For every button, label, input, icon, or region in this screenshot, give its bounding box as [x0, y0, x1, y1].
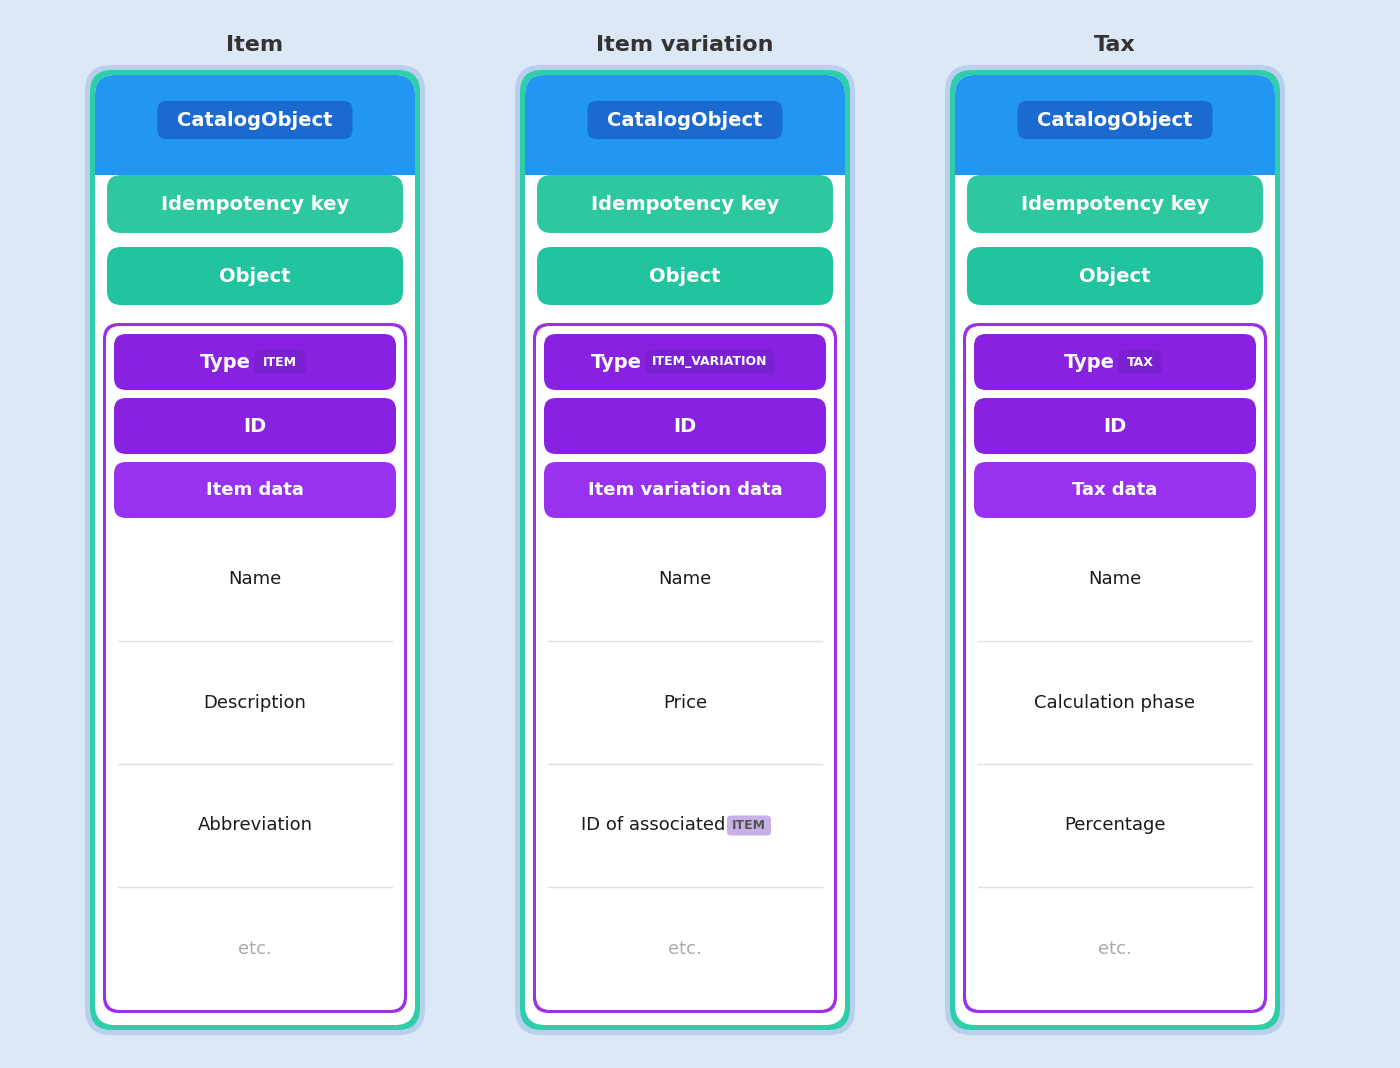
FancyBboxPatch shape: [967, 175, 1263, 233]
Bar: [955, 95, 1275, 175]
FancyBboxPatch shape: [955, 75, 1275, 1025]
Text: CatalogObject: CatalogObject: [608, 110, 763, 129]
FancyBboxPatch shape: [974, 398, 1256, 454]
Text: Tax: Tax: [1095, 35, 1135, 54]
FancyBboxPatch shape: [1018, 101, 1212, 139]
FancyBboxPatch shape: [525, 75, 846, 1025]
Text: Object: Object: [220, 267, 291, 285]
Text: Item data: Item data: [206, 481, 304, 499]
Text: Name: Name: [1088, 570, 1141, 588]
FancyBboxPatch shape: [106, 326, 405, 1010]
Text: Item variation: Item variation: [596, 35, 774, 54]
FancyBboxPatch shape: [963, 323, 1267, 1014]
Text: Type: Type: [591, 352, 641, 372]
Text: Idempotency key: Idempotency key: [1021, 194, 1210, 214]
FancyBboxPatch shape: [545, 398, 826, 454]
Text: ITEM: ITEM: [732, 819, 766, 832]
Text: TAX: TAX: [1127, 356, 1154, 368]
Text: Calculation phase: Calculation phase: [1035, 693, 1196, 711]
FancyBboxPatch shape: [536, 326, 834, 1010]
FancyBboxPatch shape: [974, 334, 1256, 390]
Text: Tax data: Tax data: [1072, 481, 1158, 499]
FancyBboxPatch shape: [113, 334, 396, 390]
FancyBboxPatch shape: [113, 462, 396, 518]
FancyBboxPatch shape: [95, 75, 414, 175]
Text: ID: ID: [1103, 417, 1127, 436]
Text: Description: Description: [203, 693, 307, 711]
Text: Name: Name: [228, 570, 281, 588]
FancyBboxPatch shape: [727, 816, 771, 835]
FancyBboxPatch shape: [90, 70, 420, 1030]
FancyBboxPatch shape: [966, 326, 1264, 1010]
Text: Idempotency key: Idempotency key: [161, 194, 349, 214]
Text: etc.: etc.: [1098, 940, 1131, 958]
Text: Type: Type: [200, 352, 251, 372]
Text: Object: Object: [1079, 267, 1151, 285]
FancyBboxPatch shape: [955, 75, 1275, 175]
Text: ID: ID: [244, 417, 266, 436]
Text: Percentage: Percentage: [1064, 817, 1166, 834]
FancyBboxPatch shape: [1119, 350, 1162, 374]
FancyBboxPatch shape: [951, 70, 1280, 1030]
Text: Object: Object: [650, 267, 721, 285]
Text: ID of associated: ID of associated: [581, 817, 725, 834]
Text: Abbreviation: Abbreviation: [197, 817, 312, 834]
FancyBboxPatch shape: [538, 175, 833, 233]
FancyBboxPatch shape: [515, 65, 855, 1035]
FancyBboxPatch shape: [95, 75, 414, 1025]
Text: ID: ID: [673, 417, 697, 436]
Text: Price: Price: [664, 693, 707, 711]
Bar: [525, 95, 846, 175]
FancyBboxPatch shape: [525, 75, 846, 175]
FancyBboxPatch shape: [967, 247, 1263, 305]
FancyBboxPatch shape: [945, 65, 1285, 1035]
FancyBboxPatch shape: [106, 247, 403, 305]
Text: CatalogObject: CatalogObject: [1037, 110, 1193, 129]
Text: Item variation data: Item variation data: [588, 481, 783, 499]
FancyBboxPatch shape: [645, 350, 774, 374]
FancyBboxPatch shape: [85, 65, 426, 1035]
FancyBboxPatch shape: [519, 70, 850, 1030]
FancyBboxPatch shape: [533, 323, 837, 1014]
Bar: [95, 95, 414, 175]
FancyBboxPatch shape: [255, 350, 305, 374]
Text: etc.: etc.: [668, 940, 701, 958]
FancyBboxPatch shape: [106, 175, 403, 233]
Text: ITEM: ITEM: [263, 356, 297, 368]
FancyBboxPatch shape: [538, 247, 833, 305]
FancyBboxPatch shape: [974, 462, 1256, 518]
Text: Type: Type: [1064, 352, 1114, 372]
FancyBboxPatch shape: [113, 398, 396, 454]
Text: Idempotency key: Idempotency key: [591, 194, 780, 214]
Text: etc.: etc.: [238, 940, 272, 958]
FancyBboxPatch shape: [545, 462, 826, 518]
Text: ITEM_VARIATION: ITEM_VARIATION: [652, 356, 767, 368]
Text: Item: Item: [227, 35, 284, 54]
FancyBboxPatch shape: [588, 101, 783, 139]
Text: CatalogObject: CatalogObject: [178, 110, 333, 129]
FancyBboxPatch shape: [157, 101, 353, 139]
FancyBboxPatch shape: [104, 323, 407, 1014]
Text: Name: Name: [658, 570, 711, 588]
FancyBboxPatch shape: [545, 334, 826, 390]
